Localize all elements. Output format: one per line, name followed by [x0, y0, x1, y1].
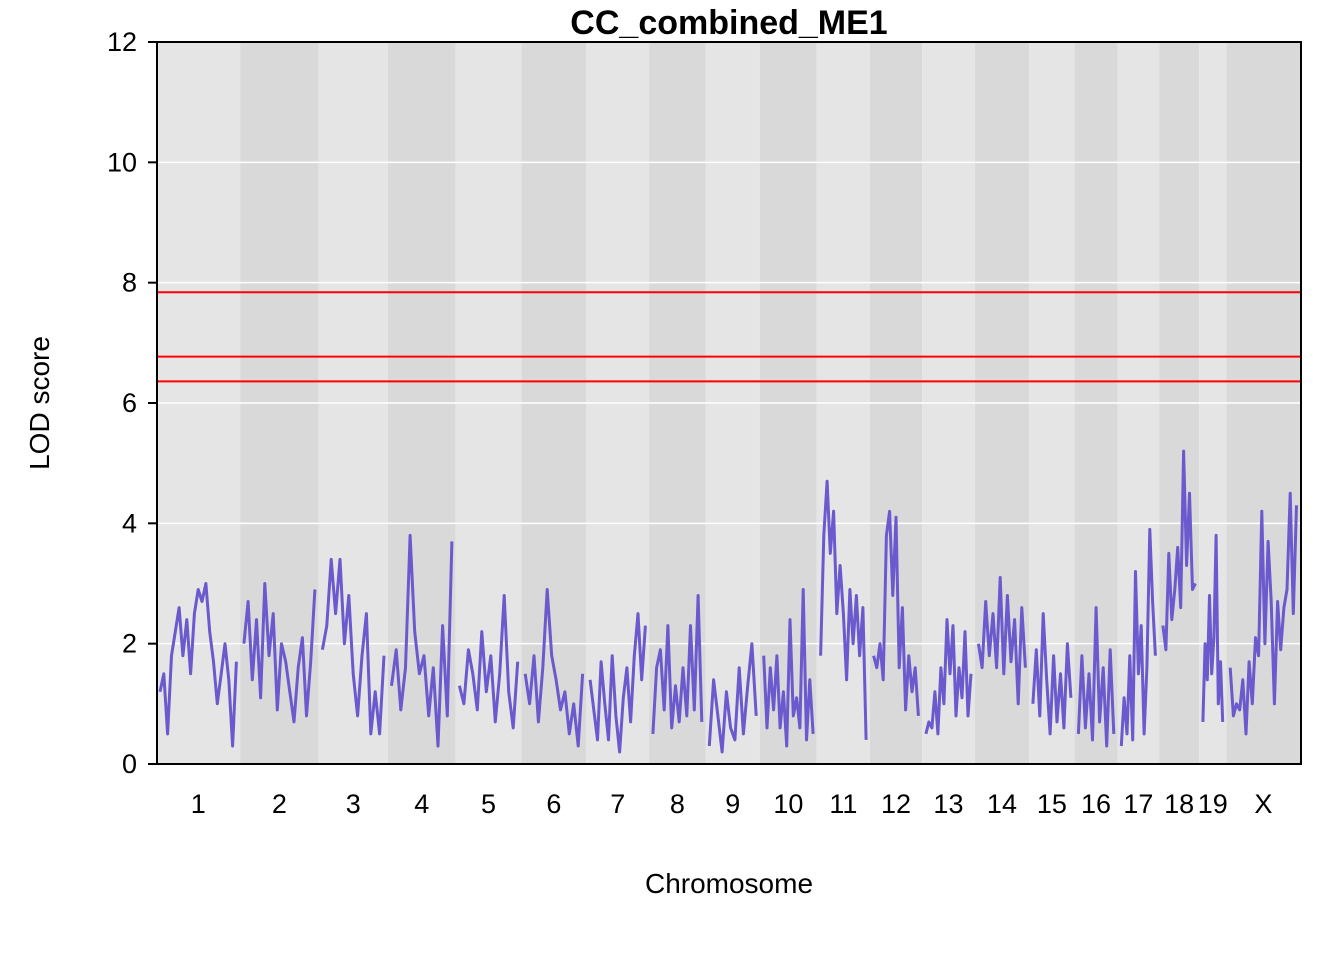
grid-lines	[157, 161, 1301, 645]
y-tick-label: 8	[122, 268, 137, 298]
y-axis: 0 2 4 6 8 10 12	[107, 27, 157, 779]
x-axis: 1 2 3 4 5 6 7 8 9 10 11 12 13 14 15 16 17 18 19 X	[191, 789, 1273, 819]
lod-line-chr-11	[819, 479, 868, 740]
lod-line-chr-4	[390, 533, 454, 748]
x-tick-label-chr-19: 19	[1198, 789, 1228, 819]
lod-line-chr-15	[1031, 612, 1073, 736]
lod-line-chr-16	[1076, 606, 1116, 748]
x-tick-label-chr-15: 15	[1037, 789, 1067, 819]
chart-title: CC_combined_ME1	[570, 4, 887, 42]
lod-line-chr-12	[872, 509, 920, 716]
lod-line-chr-14	[977, 576, 1027, 706]
x-tick-label-chr-1: 1	[191, 789, 206, 819]
threshold-lines	[157, 291, 1301, 383]
x-tick-label-chr-2: 2	[272, 789, 287, 819]
x-tick-label-chr-10: 10	[773, 789, 803, 819]
lod-line-chr-13	[924, 618, 973, 736]
x-axis-label: Chromosome	[645, 868, 813, 899]
lod-line-chr-2	[242, 582, 317, 724]
x-tick-label-chr-13: 13	[933, 789, 963, 819]
lod-line-chr-19	[1201, 533, 1225, 722]
x-tick-label-chr-14: 14	[987, 789, 1017, 819]
x-tick-label-chr-17: 17	[1123, 789, 1153, 819]
x-tick-label-chr-12: 12	[881, 789, 911, 819]
lod-line-chr-8	[651, 594, 704, 734]
y-tick-label: 0	[122, 749, 137, 779]
lod-line-chr-3	[320, 557, 386, 736]
x-tick-label-chr-9: 9	[725, 789, 740, 819]
lod-line-chr-18	[1161, 449, 1197, 652]
lod-line-chr-6	[523, 588, 585, 748]
x-tick-label-chr-3: 3	[346, 789, 361, 819]
lod-line-chr-7	[588, 612, 647, 754]
y-axis-label: LOD score	[24, 336, 55, 470]
lod-line-chr-17	[1119, 527, 1157, 747]
lod-line-chr-9	[707, 642, 758, 754]
x-tick-label-chr-4: 4	[414, 789, 429, 819]
lod-line-chr-5	[457, 594, 520, 730]
lod-line-chr-X	[1228, 491, 1298, 736]
x-tick-label-chr-7: 7	[610, 789, 625, 819]
x-tick-label-chr-6: 6	[546, 789, 561, 819]
y-tick-label: 12	[107, 27, 137, 57]
x-tick-label-chr-18: 18	[1164, 789, 1194, 819]
y-tick-label: 2	[122, 629, 137, 659]
y-tick-label: 4	[122, 508, 137, 538]
x-tick-label-chr-8: 8	[670, 789, 685, 819]
x-tick-label-chr-5: 5	[481, 789, 496, 819]
lod-series	[158, 449, 1298, 754]
lod-line-chr-1	[158, 582, 238, 748]
x-tick-label-chr-16: 16	[1081, 789, 1111, 819]
y-tick-label: 10	[107, 147, 137, 177]
x-tick-label-chr-11: 11	[829, 789, 857, 819]
x-tick-label-chr-X: X	[1254, 789, 1272, 819]
lod-line-chr-10	[762, 588, 815, 748]
y-tick-label: 6	[122, 388, 137, 418]
